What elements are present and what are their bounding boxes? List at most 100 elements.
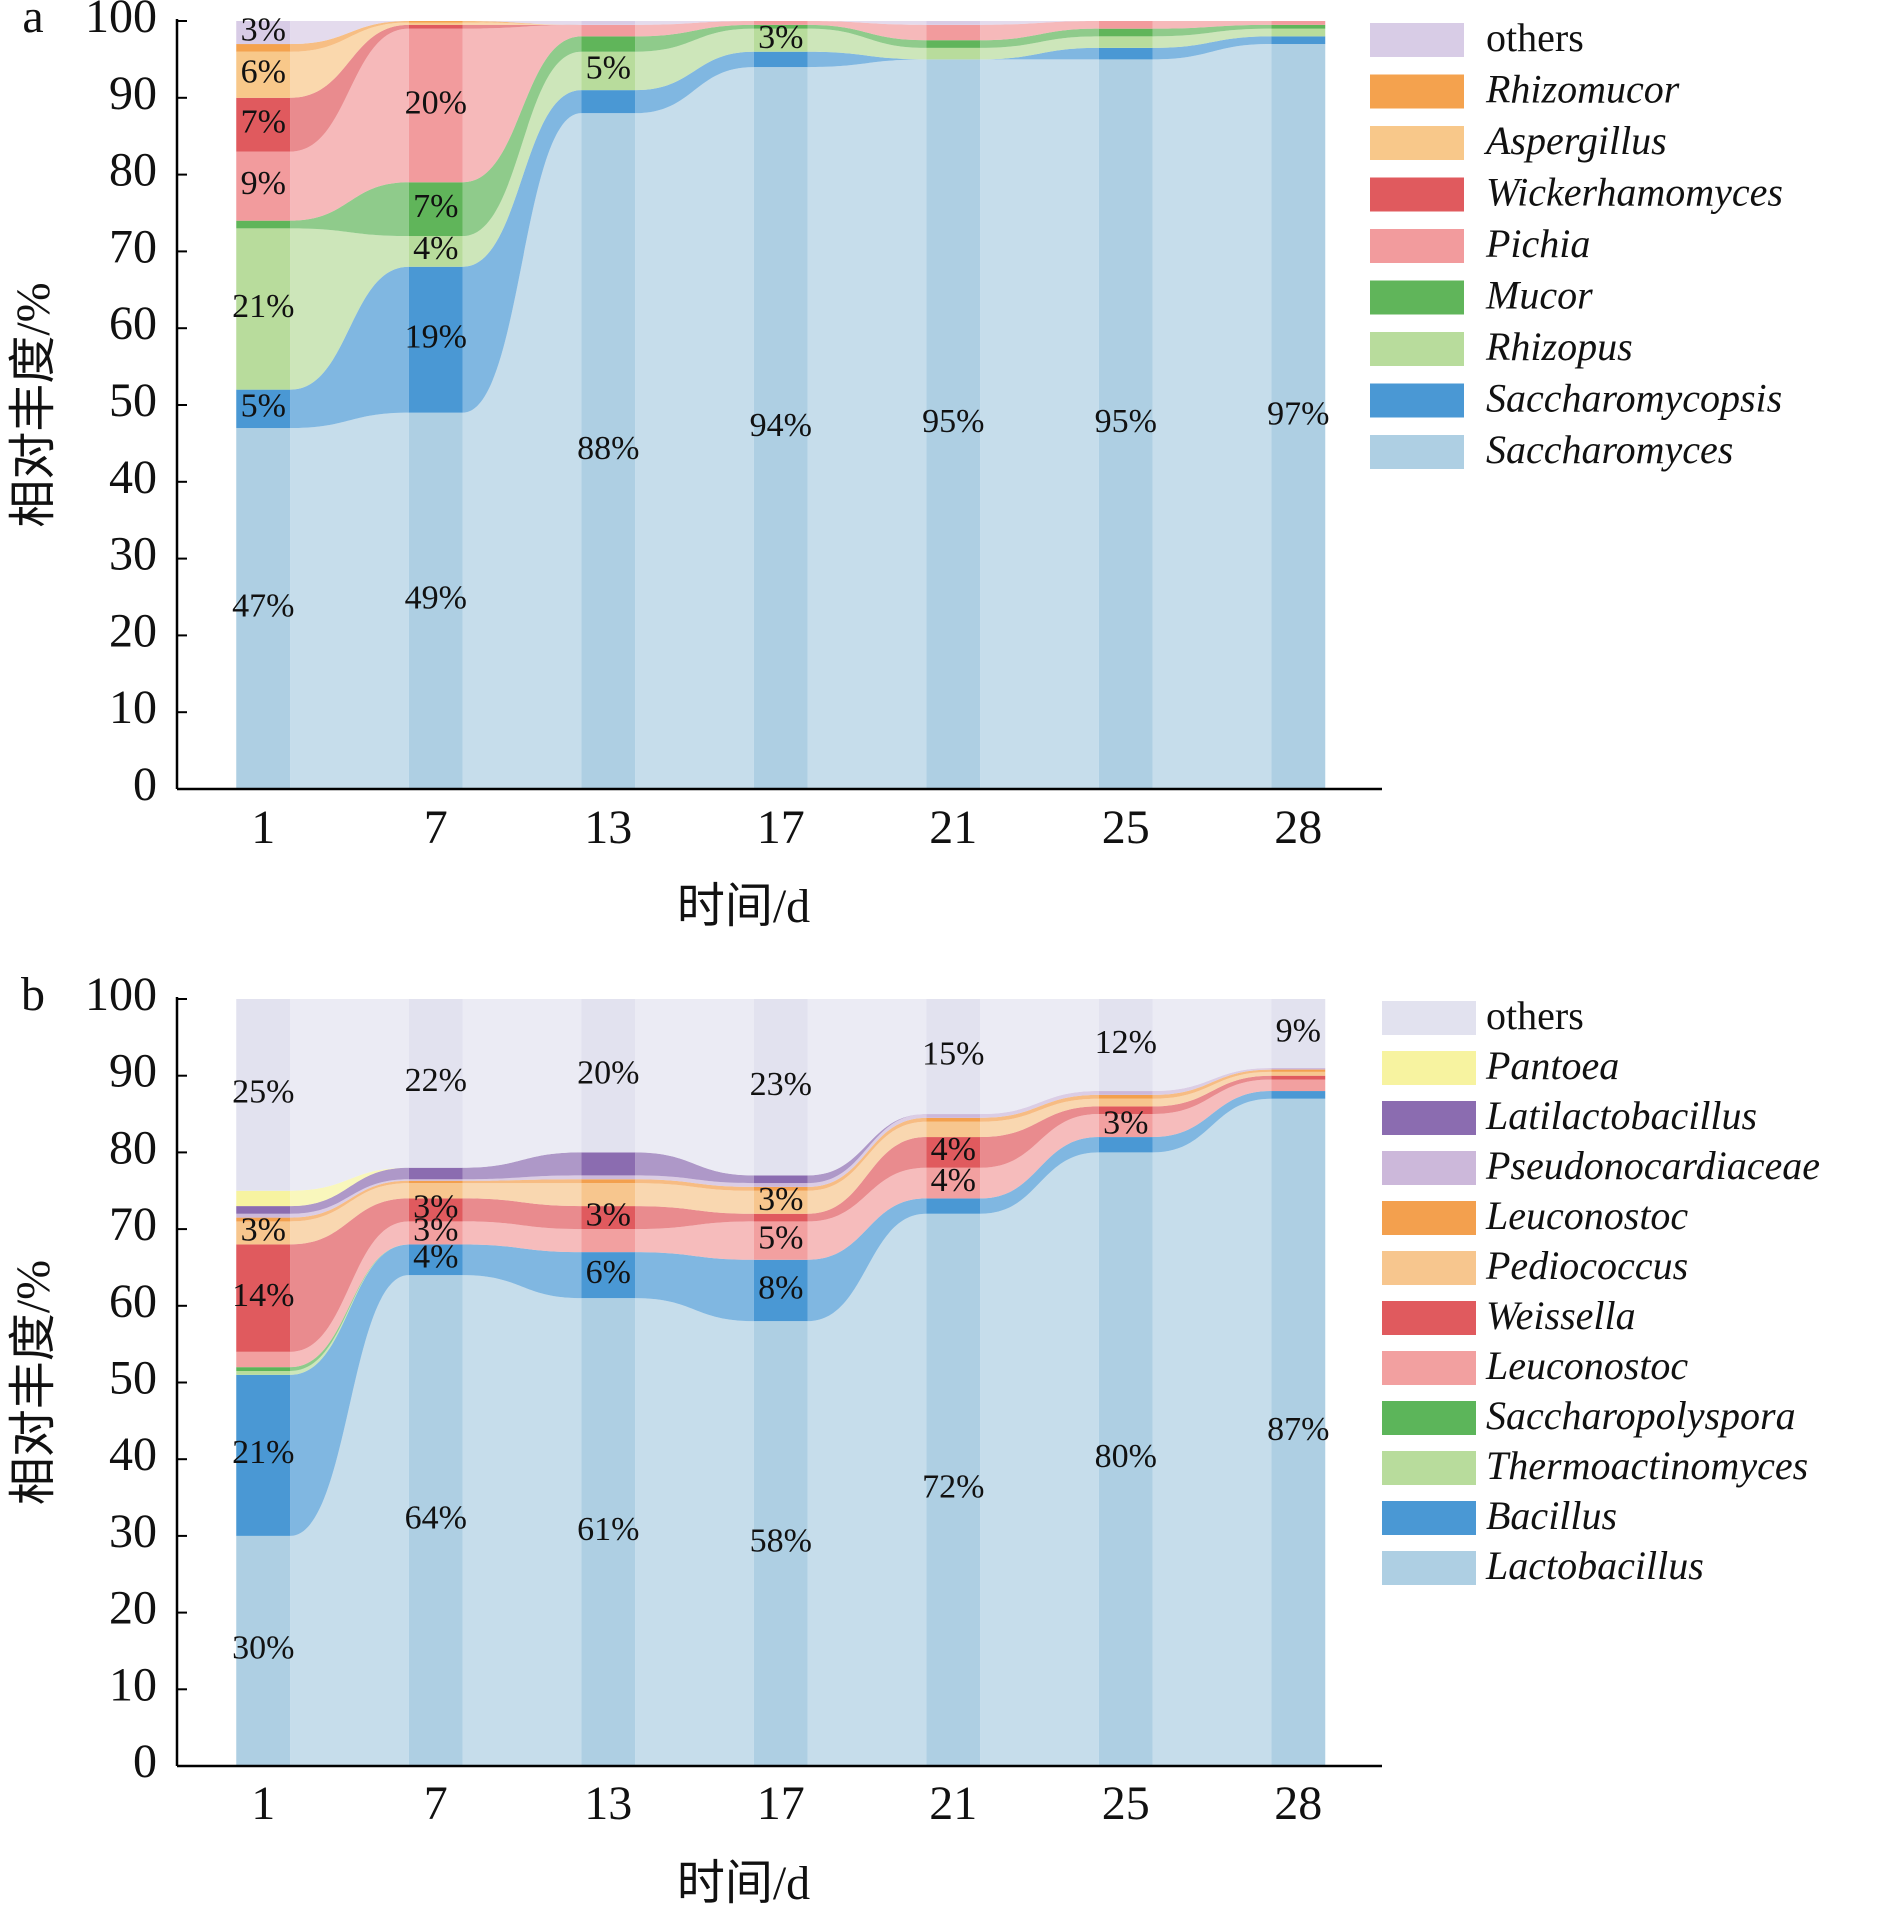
bar-segment [408,22,463,25]
y-tick-label: 10 [109,681,157,734]
flow [290,1275,409,1766]
flow [980,1094,1099,1122]
bar-segment [926,40,981,48]
bar-segment [236,1351,291,1368]
data-label: 61% [577,1511,639,1548]
legend-label: Saccharomyces [1486,427,1733,472]
bar-segment [408,412,463,789]
flow [290,21,409,52]
legend-swatch [1382,1101,1476,1135]
x-tick-label: 21 [929,1777,977,1830]
data-label: 94% [750,407,812,444]
flow [807,51,927,68]
bar-segment [753,1183,808,1187]
bar-segment [1098,1137,1153,1153]
data-label: 5% [586,50,631,87]
y-tick-label: 20 [109,604,157,657]
legend-swatch [1370,74,1464,109]
data-label: 7% [413,188,458,225]
flow [635,1221,754,1260]
flow [635,999,754,1176]
bar-segment [236,1367,291,1371]
bar-segment [1098,47,1153,60]
flow [635,1183,754,1214]
bar-segment [926,24,981,41]
bar-segment [753,51,808,68]
legend-label: Latilactobacillus [1485,1093,1757,1138]
bar-segment [408,1244,463,1276]
bar-segment [1098,1114,1153,1138]
data-label: 58% [750,1522,812,1559]
bar-segment [1098,21,1153,29]
bar-segment [408,266,463,413]
legend-swatch [1370,332,1464,366]
data-label: 20% [405,84,467,121]
bar-segment [926,1121,981,1138]
y-tick-label: 80 [109,1121,157,1174]
bar-segment [926,1213,981,1766]
bar-segment [753,1259,808,1322]
legend-label: Pantoea [1485,1043,1619,1088]
x-axis-title: 时间/d [677,880,810,933]
data-label: 3% [1103,1104,1148,1141]
bar-segment [1098,1152,1153,1766]
data-label: 4% [413,230,458,267]
bar-segment [926,999,981,1115]
flow [807,59,927,789]
legend-label: others [1486,993,1584,1038]
bar-segment [753,21,808,25]
data-label: 9% [241,165,286,202]
flow [635,67,754,789]
legend-label: Wickerhamomyces [1486,170,1783,215]
legend-swatch [1370,229,1464,263]
y-tick-label: 10 [109,1658,157,1711]
bar-segment [1098,59,1153,789]
bar-segment [408,24,463,29]
x-tick-label: 17 [757,801,805,854]
flow [290,412,409,789]
flow [290,266,409,429]
y-tick-label: 0 [133,758,157,811]
y-tick-label: 0 [133,1735,157,1788]
flow [1152,21,1272,29]
data-label: 80% [1095,1438,1157,1475]
bar-segment [926,1167,981,1199]
y-tick-label: 100 [85,0,157,43]
bar-segment [1271,1069,1326,1072]
flow [1152,1069,1272,1099]
bar-segment [1271,999,1326,1069]
flow [290,28,409,221]
flow [980,47,1099,60]
bar-segment [753,28,808,52]
flow [290,228,409,390]
bar-segment [236,44,291,52]
x-tick-label: 13 [584,801,632,854]
data-label: 6% [586,1254,631,1291]
flow [1152,24,1272,37]
flow [635,21,754,37]
data-label: 3% [413,1212,458,1249]
bar-segment [408,1183,463,1199]
flow [807,21,927,25]
x-tick-label: 17 [757,1777,805,1830]
bar-segment [753,1213,808,1222]
bar-segment [926,47,981,60]
bar-segment [408,1198,463,1222]
data-label: 30% [232,1630,294,1667]
x-tick-label: 1 [251,801,275,854]
y-tick-label: 40 [109,1428,157,1481]
flow [1152,1071,1272,1107]
flow [462,999,582,1168]
bar-segment [236,97,291,152]
y-tick-label: 60 [109,297,157,350]
legend-swatch [1370,383,1464,418]
flow [290,1221,409,1368]
chart-panel: 30%64% 61% 58%72%80%87%21%4% 6% 8%3% 5%4%3%14… [7,968,1820,1910]
data-label: 87% [1267,1411,1329,1448]
data-label: 8% [758,1269,803,1306]
flow [462,24,582,183]
flow [462,36,582,237]
flow [290,1179,409,1218]
flow [290,1167,409,1207]
flow [635,1152,754,1184]
